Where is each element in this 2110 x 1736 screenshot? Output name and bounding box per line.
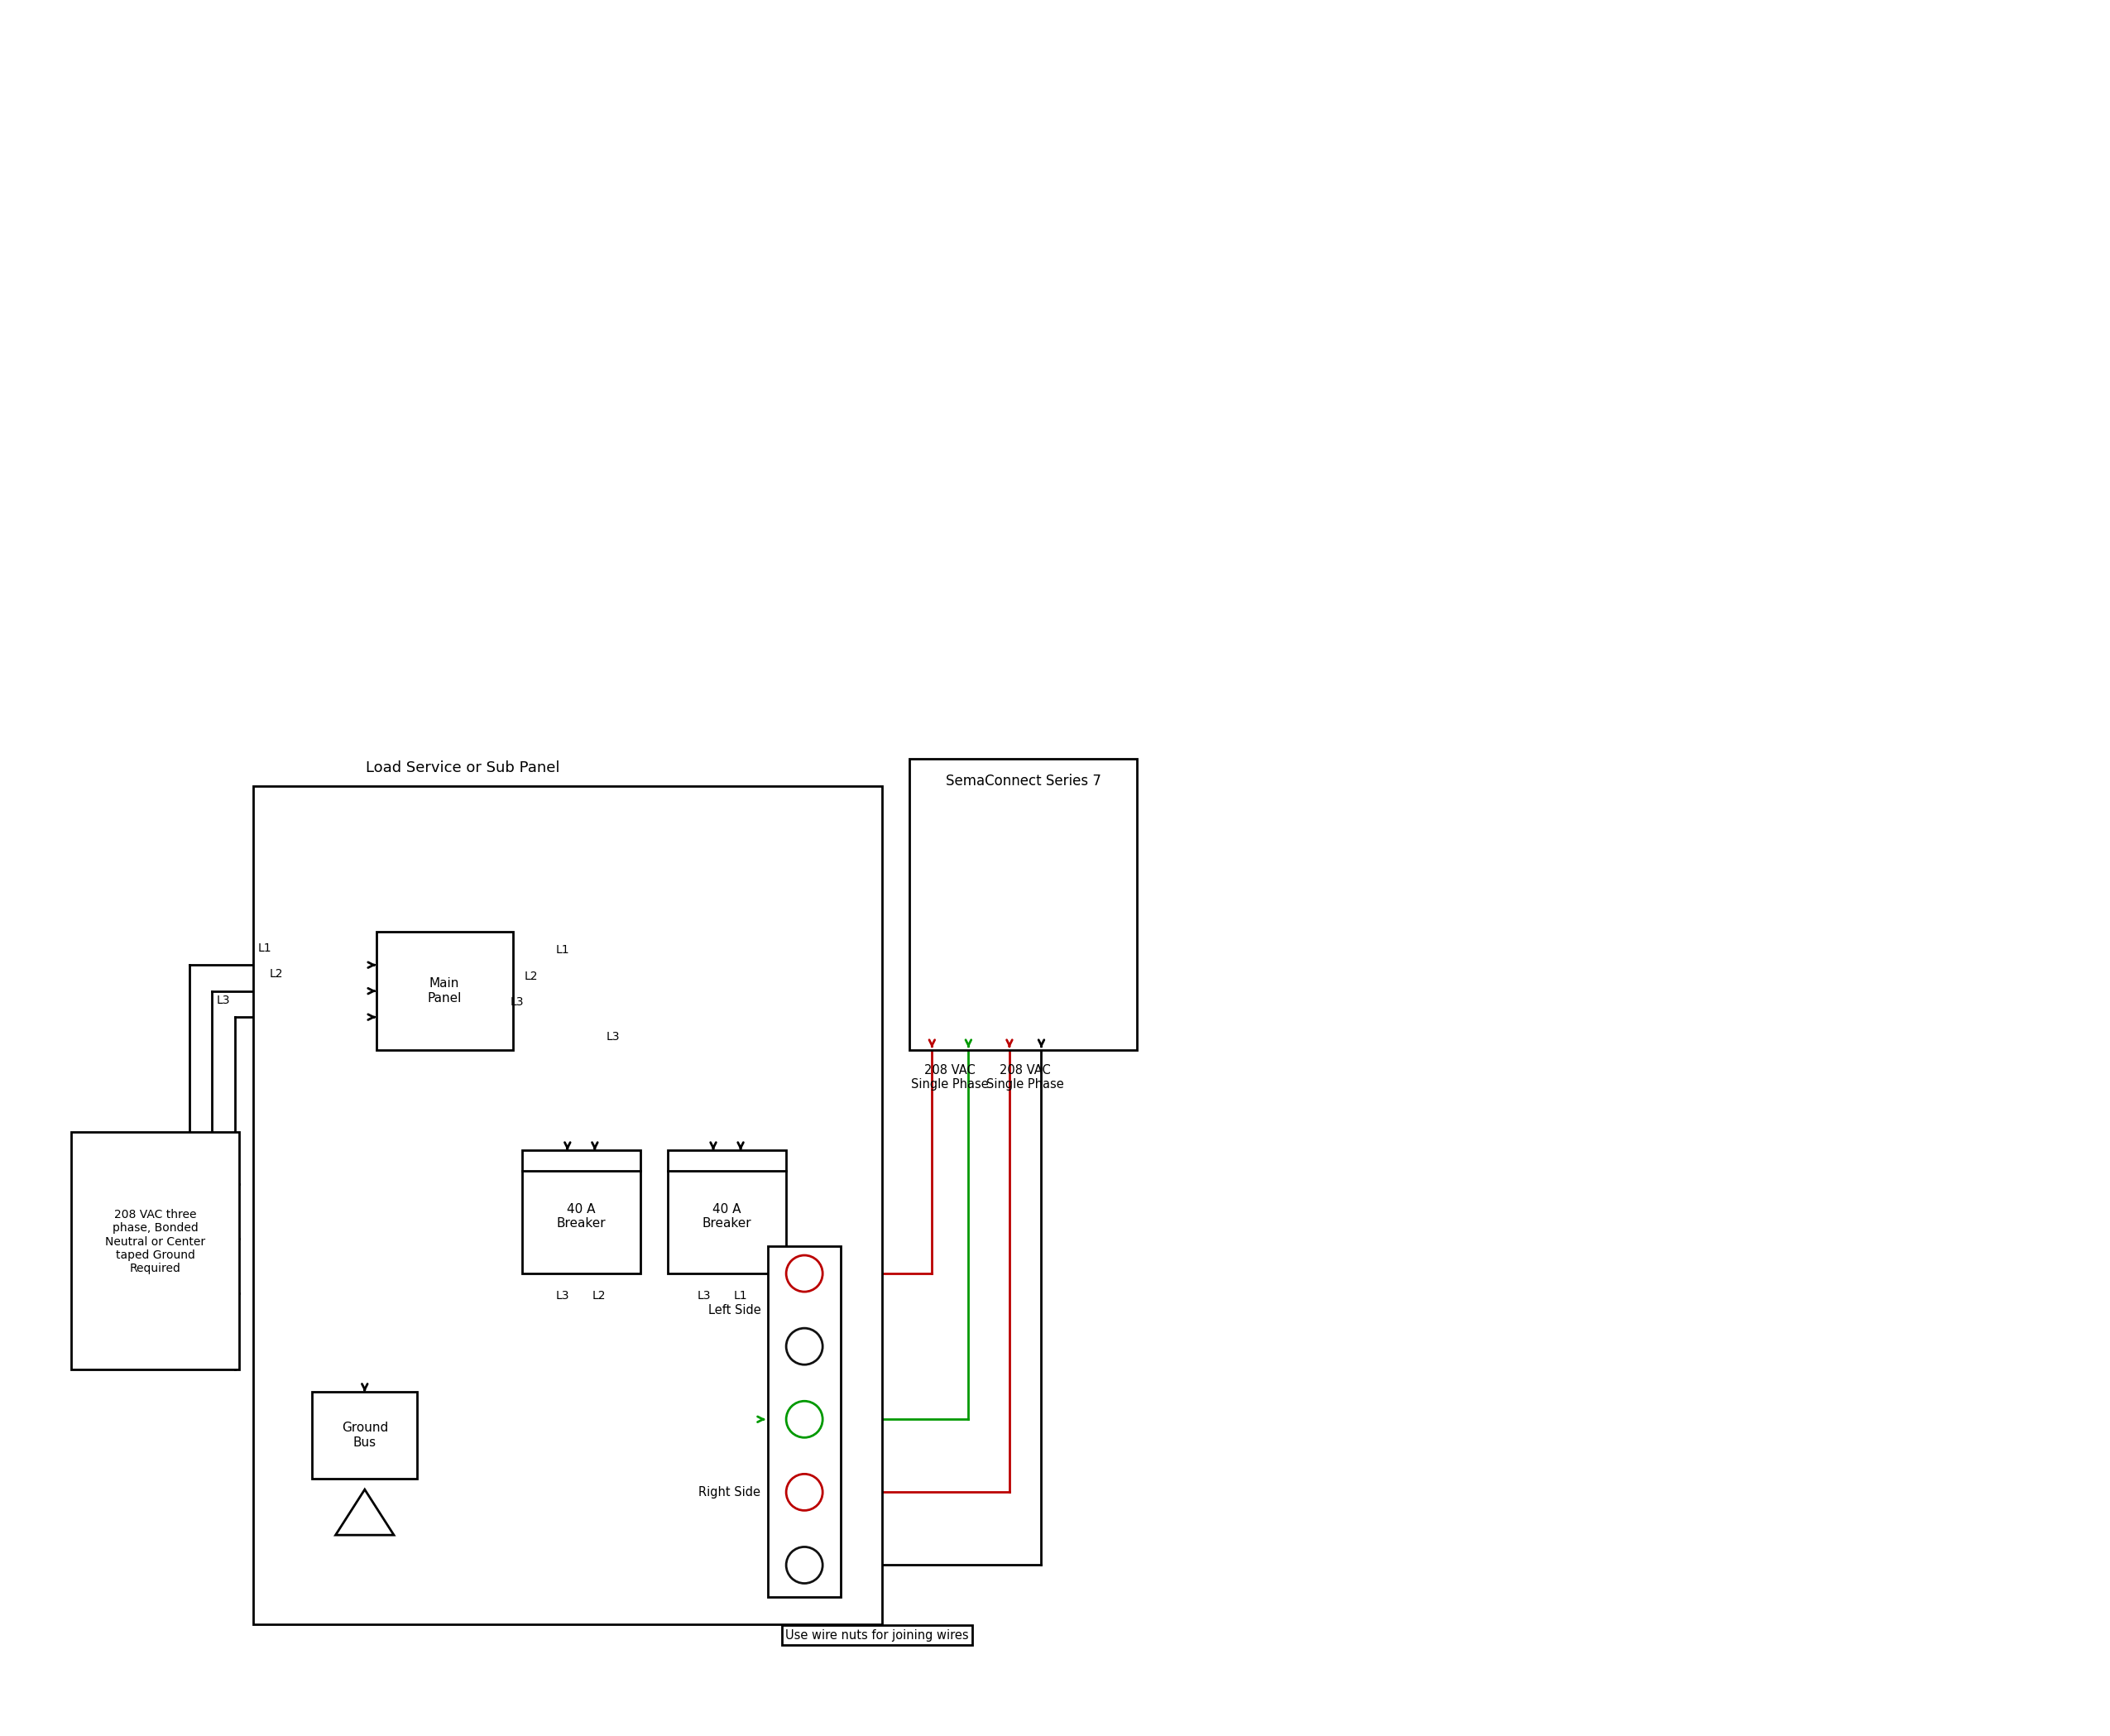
Text: L1: L1: [257, 943, 272, 955]
Text: Ground
Bus: Ground Bus: [342, 1422, 388, 1448]
Text: L2: L2: [593, 1290, 606, 1302]
Text: L3: L3: [217, 995, 230, 1007]
Text: L2: L2: [270, 969, 283, 981]
Text: L3: L3: [511, 996, 523, 1009]
Bar: [667, 1151, 787, 1274]
Text: 208 VAC
Single Phase: 208 VAC Single Phase: [912, 1064, 990, 1090]
Bar: [72, 1132, 238, 1370]
Circle shape: [787, 1255, 823, 1292]
Bar: [521, 1151, 639, 1274]
Text: Right Side: Right Side: [698, 1486, 762, 1498]
Text: SemaConnect Series 7: SemaConnect Series 7: [945, 774, 1101, 788]
Text: L3: L3: [606, 1031, 620, 1042]
Bar: [312, 1392, 418, 1479]
Text: Use wire nuts for joining wires: Use wire nuts for joining wires: [785, 1628, 968, 1641]
Bar: [253, 786, 882, 1625]
Bar: [909, 759, 1137, 1050]
Text: Load Service or Sub Panel: Load Service or Sub Panel: [365, 760, 559, 774]
Text: Left Side: Left Side: [709, 1304, 762, 1316]
Circle shape: [787, 1547, 823, 1583]
Bar: [768, 1246, 842, 1597]
Text: 208 VAC three
phase, Bonded
Neutral or Center
taped Ground
Required: 208 VAC three phase, Bonded Neutral or C…: [106, 1208, 205, 1274]
Text: L2: L2: [523, 970, 538, 983]
Circle shape: [787, 1401, 823, 1437]
Text: L1: L1: [734, 1290, 747, 1302]
Text: L3: L3: [696, 1290, 711, 1302]
Text: 40 A
Breaker: 40 A Breaker: [703, 1203, 751, 1231]
Text: 208 VAC
Single Phase: 208 VAC Single Phase: [987, 1064, 1063, 1090]
Text: L3: L3: [557, 1290, 570, 1302]
Text: Main
Panel: Main Panel: [428, 977, 462, 1005]
Circle shape: [787, 1328, 823, 1364]
Text: L1: L1: [557, 944, 570, 957]
Text: 40 A
Breaker: 40 A Breaker: [557, 1203, 606, 1231]
Circle shape: [787, 1474, 823, 1510]
Bar: [376, 932, 513, 1050]
